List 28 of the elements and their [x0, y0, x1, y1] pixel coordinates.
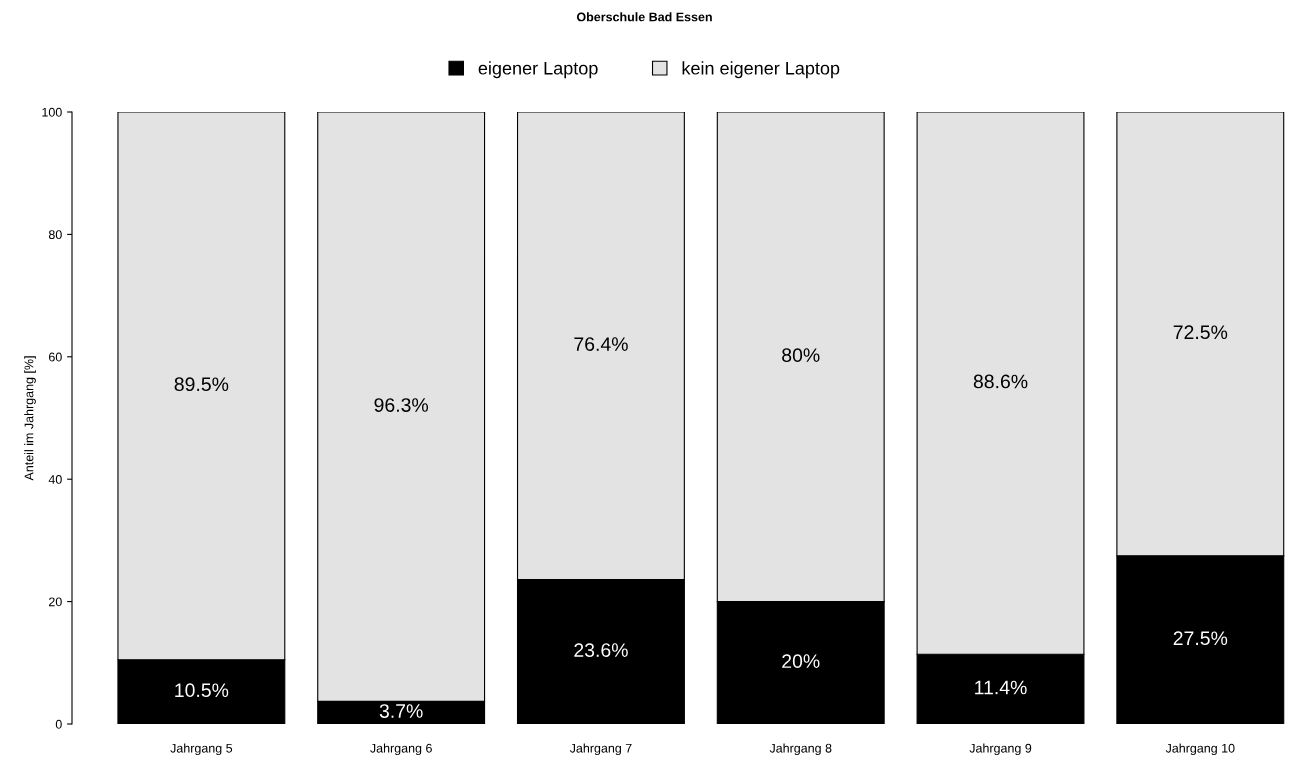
data-label: 80%: [782, 348, 820, 363]
y-tick-label: 100: [42, 107, 62, 117]
data-label: 76.4%: [574, 337, 628, 351]
x-tick-label: Jahrgang 9: [969, 743, 1032, 756]
data-label: 20%: [782, 654, 820, 669]
data-label: 96.3%: [374, 398, 429, 412]
legend-label: eigener Laptop: [478, 61, 598, 79]
x-tick-label: Jahrgang 8: [769, 743, 832, 756]
y-tick-label: 40: [48, 475, 62, 484]
data-label: 88.6%: [973, 374, 1028, 389]
x-tick-label: Jahrgang 6: [370, 743, 432, 756]
x-tick-label: Jahrgang 10: [1165, 743, 1235, 756]
y-tick-label: 20: [49, 597, 62, 607]
data-label: 89.5%: [174, 377, 229, 392]
y-tick-label: 60: [49, 352, 62, 362]
data-label: 23.6%: [574, 643, 628, 657]
data-label: 3.7%: [379, 704, 423, 718]
data-label: 72.5%: [1173, 325, 1228, 340]
data-label: 10.5%: [175, 683, 229, 698]
y-tick-label: 80: [48, 230, 62, 240]
legend-label: kein eigener Laptop: [682, 61, 840, 79]
y-axis-title: Anteil im Jahrgang [%]: [24, 356, 36, 481]
chart-title: Oberschule Bad Essen: [576, 12, 712, 22]
y-tick-label: 0: [55, 719, 62, 729]
x-tick-label: Jahrgang 5: [170, 743, 233, 756]
data-label: 11.4%: [975, 680, 1027, 695]
data-label: 27.5%: [1173, 631, 1228, 646]
x-tick-label: Jahrgang 7: [569, 743, 632, 756]
